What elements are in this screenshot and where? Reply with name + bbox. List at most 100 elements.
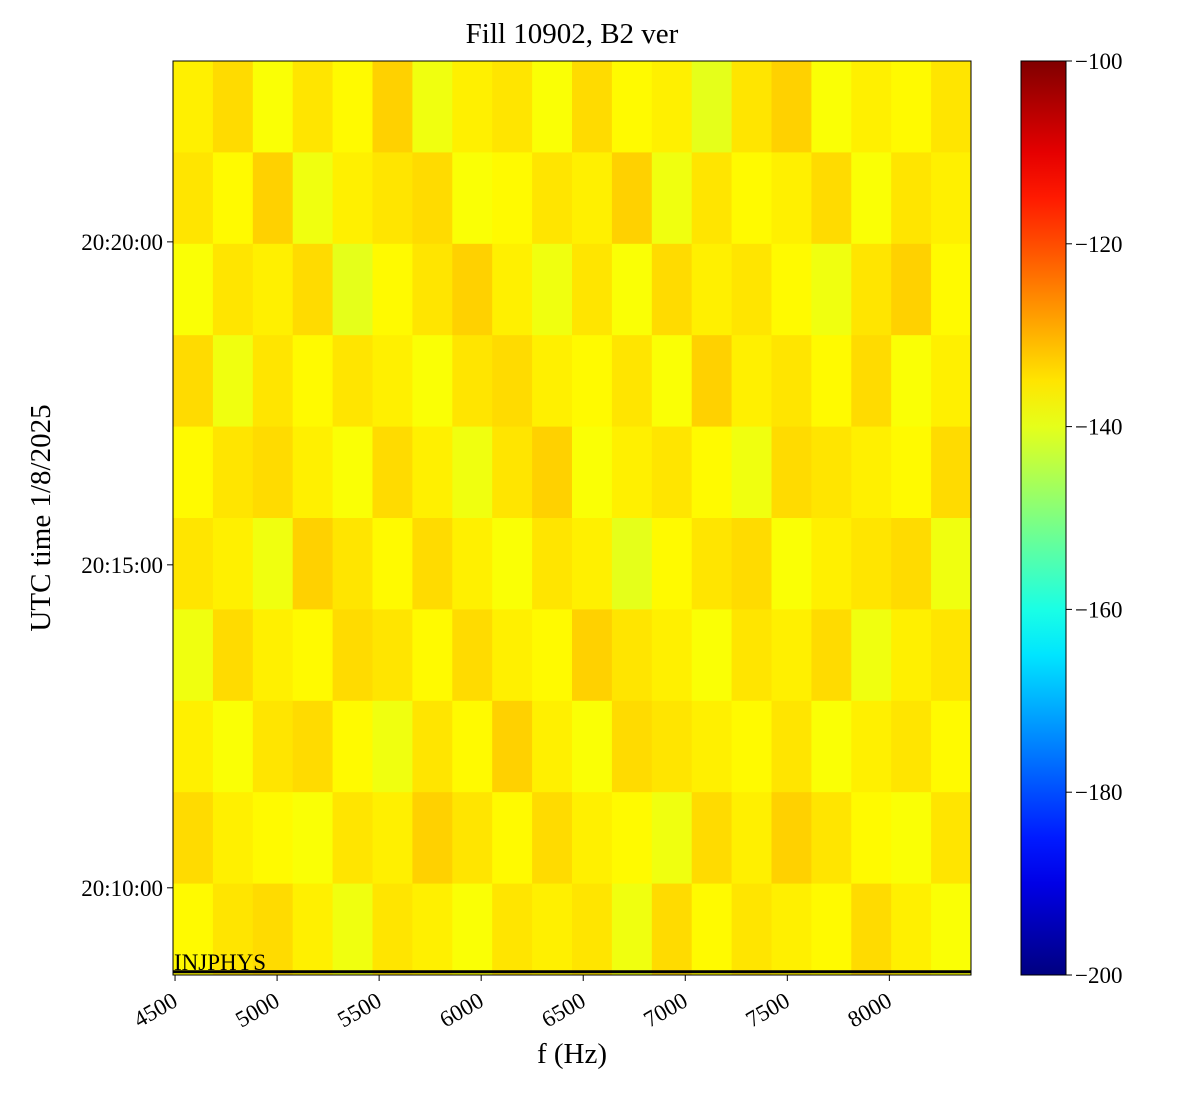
heatmap-cell <box>212 609 254 702</box>
heatmap-cell <box>412 792 453 885</box>
heatmap-cell <box>731 335 772 428</box>
heatmap-cell <box>572 426 613 519</box>
heatmap-cell <box>811 426 852 519</box>
heatmap-cell <box>173 335 214 428</box>
heatmap-cell <box>851 792 892 885</box>
heatmap-cell <box>452 243 493 336</box>
heatmap-cell <box>332 792 373 885</box>
heatmap-cell <box>691 426 733 519</box>
heatmap-cell <box>372 243 413 336</box>
heatmap-cell <box>332 335 373 428</box>
heatmap-cell <box>372 152 413 245</box>
heatmap-cell <box>332 700 373 793</box>
heatmap-cell <box>651 883 693 976</box>
heatmap-cell <box>212 518 254 610</box>
heatmap-cell <box>811 335 852 428</box>
heatmap-cell <box>252 792 294 885</box>
heatmap-cell <box>731 61 772 153</box>
plot-frame <box>172 60 972 976</box>
heatmap-cell <box>771 243 812 336</box>
heatmap-cell <box>212 883 254 976</box>
heatmap-cell <box>651 243 693 336</box>
colorbar-tick-label: −200 <box>1075 963 1122 988</box>
heatmap-cell <box>651 518 693 610</box>
heatmap-cell <box>771 335 812 428</box>
heatmap-cell <box>651 335 693 428</box>
heatmap-cell <box>611 883 653 976</box>
heatmap-cell <box>252 152 294 245</box>
heatmap-cell <box>173 518 214 610</box>
heatmap-cell <box>771 518 812 610</box>
heatmap-cell <box>412 243 453 336</box>
heatmap-cell <box>372 700 413 793</box>
heatmap-cell <box>452 609 493 702</box>
heatmap-cell <box>891 243 932 336</box>
heatmap-cell <box>771 152 812 245</box>
heatmap-cell <box>691 243 733 336</box>
heatmap-cell <box>771 426 812 519</box>
heatmap-cell <box>412 700 453 793</box>
heatmap-cell <box>292 426 334 519</box>
heatmap-cell <box>691 609 733 702</box>
heatmap-cell <box>412 335 453 428</box>
heatmap-cell <box>851 609 892 702</box>
x-tick-label: 7000 <box>639 988 691 1033</box>
x-tick-label: 6000 <box>435 988 487 1033</box>
heatmap-cell <box>611 335 653 428</box>
heatmap-cell <box>252 61 294 153</box>
heatmap-cell <box>611 152 653 245</box>
heatmap-cell <box>532 518 573 610</box>
y-axis-label: UTC time 1/8/2025 <box>25 404 57 631</box>
heatmap-cell <box>492 883 533 976</box>
heatmap-cell <box>731 700 772 793</box>
y-tick-label: 20:20:00 <box>81 230 163 255</box>
heatmap-cell <box>372 426 413 519</box>
colorbar-tick-label: −160 <box>1075 597 1122 622</box>
heatmap-cell <box>292 792 334 885</box>
heatmap-cell <box>891 518 932 610</box>
heatmap-cell <box>492 609 533 702</box>
heatmap-cell <box>931 609 972 702</box>
heatmap-cell <box>173 243 214 336</box>
heatmap-cell <box>532 426 573 519</box>
heatmap-cell <box>492 243 533 336</box>
heatmap-cell <box>651 426 693 519</box>
heatmap-cell <box>572 792 613 885</box>
heatmap-cell <box>173 152 214 245</box>
heatmap-cell <box>292 335 334 428</box>
heatmap-cell <box>452 700 493 793</box>
heatmap-cell <box>572 700 613 793</box>
heatmap-cell <box>651 152 693 245</box>
heatmap-cell <box>252 518 294 610</box>
heatmap-cell <box>731 609 772 702</box>
heatmap-cell <box>492 335 533 428</box>
heatmap-cell <box>931 152 972 245</box>
x-tick-label: 7500 <box>741 988 793 1033</box>
heatmap-cell <box>931 335 972 428</box>
heatmap-cell <box>492 61 533 153</box>
heatmap-cell <box>811 609 852 702</box>
heatmap-cell <box>771 883 812 976</box>
heatmap-cell <box>691 335 733 428</box>
heatmap-cell <box>931 61 972 153</box>
heatmap-cell <box>651 609 693 702</box>
heatmap-cell <box>931 243 972 336</box>
heatmap-cell <box>651 61 693 153</box>
x-tick-label: 6500 <box>537 988 589 1033</box>
colorbar-tick-label: −180 <box>1075 780 1122 805</box>
heatmap-cell <box>851 61 892 153</box>
colorbar-tick-label: −140 <box>1075 415 1122 440</box>
colorbar-tick-label: −120 <box>1075 232 1122 257</box>
heatmap-cell <box>891 61 932 153</box>
heatmap-cell <box>412 61 453 153</box>
heatmap-cell <box>252 700 294 793</box>
heatmap-cell <box>851 335 892 428</box>
heatmap-cell <box>173 792 214 885</box>
heatmap-cell <box>811 883 852 976</box>
heatmap-cell <box>931 883 972 976</box>
heatmap-cell <box>771 61 812 153</box>
heatmap-cell <box>173 883 214 976</box>
heatmap-cell <box>731 792 772 885</box>
heatmap-cell <box>691 883 733 976</box>
